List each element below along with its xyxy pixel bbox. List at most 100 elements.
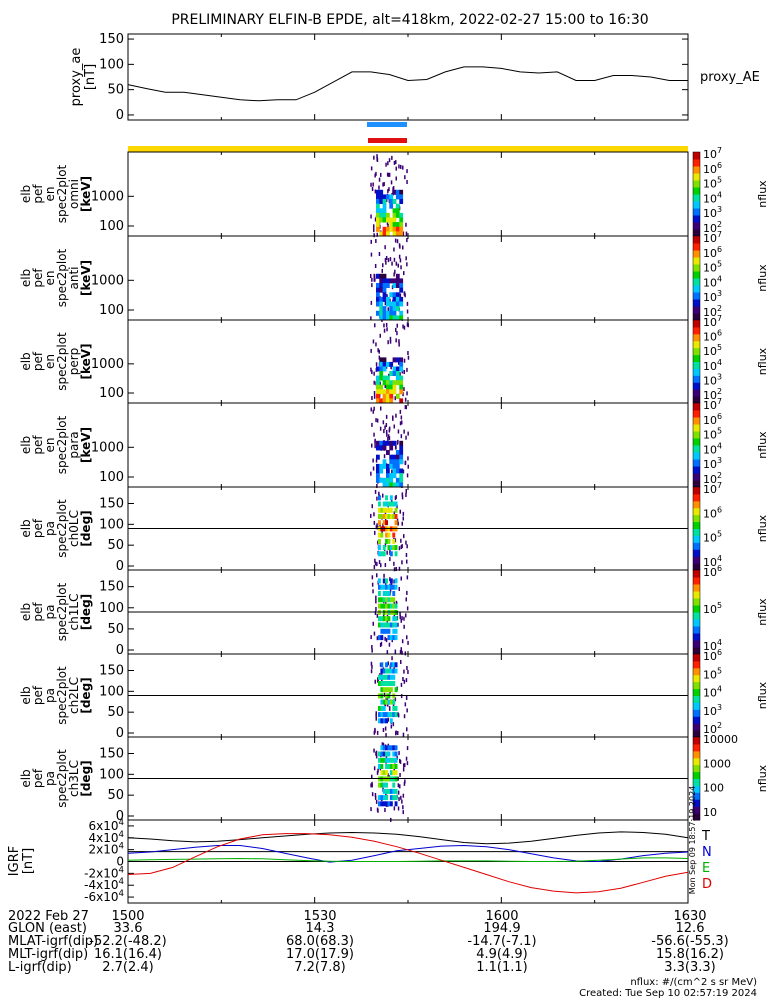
colorbar-cell xyxy=(693,225,700,230)
spec-speck xyxy=(370,348,372,353)
colorbar-cell xyxy=(693,232,700,237)
spec-cell xyxy=(378,712,381,718)
spec-cell xyxy=(382,459,387,465)
spec-cell xyxy=(392,310,397,316)
panel-frame xyxy=(127,319,689,404)
spec-cell xyxy=(392,208,397,214)
colorbar-cell xyxy=(693,678,700,683)
colorbar-cell xyxy=(693,667,700,672)
spec-speck xyxy=(387,661,389,666)
spec-cell xyxy=(379,217,384,223)
spec-speck xyxy=(376,484,378,488)
spec-speck xyxy=(406,727,408,732)
colorbar-cell xyxy=(693,792,700,797)
colorbar-cell xyxy=(693,521,700,526)
colorbar-cell xyxy=(693,525,700,529)
colorbar-cell xyxy=(693,208,700,212)
spec-speck xyxy=(399,759,402,764)
spec-speck xyxy=(399,611,401,616)
spec-speck xyxy=(372,339,375,344)
spec-speck xyxy=(395,166,397,171)
spec-speck xyxy=(406,544,408,549)
spec-cell xyxy=(399,389,404,395)
colorbar-cell xyxy=(693,462,700,467)
spec-cell xyxy=(379,283,384,288)
time-axis-cell: 17.0(17.9) xyxy=(285,947,355,962)
y-tick-label: 0 xyxy=(116,726,124,741)
spec-speck xyxy=(377,348,379,353)
spec-speck xyxy=(393,567,396,572)
colorbar-cell xyxy=(693,469,700,474)
spec-cell xyxy=(395,482,400,488)
spec-cell xyxy=(395,357,400,363)
spec-speck xyxy=(383,454,386,459)
colorbar-cell xyxy=(693,371,700,376)
spec-cell xyxy=(392,278,397,284)
colorbar-cell xyxy=(693,795,700,800)
spec-speck xyxy=(371,370,373,375)
spec-cell xyxy=(376,389,380,395)
spec-speck xyxy=(387,717,390,722)
spec-speck xyxy=(391,498,393,503)
row-label-mlt: MLT-igrf(dip) xyxy=(8,947,89,962)
colorbar-cell xyxy=(693,330,700,335)
spec-cell xyxy=(379,189,384,195)
spec-cell xyxy=(382,622,386,628)
spec-cell xyxy=(379,273,384,279)
spec-speck xyxy=(374,173,376,178)
igrf-line-D xyxy=(127,833,689,894)
spec-cell xyxy=(387,545,391,551)
spec-cell xyxy=(395,450,400,455)
spec-cell xyxy=(389,459,394,465)
spec-cell xyxy=(389,622,393,628)
colorbar-cell xyxy=(693,528,700,533)
spec-speck xyxy=(400,434,403,439)
spec-speck xyxy=(394,538,397,543)
spec-speck xyxy=(406,590,408,595)
y-tick-label: 0 xyxy=(116,809,124,824)
spec-cell xyxy=(386,283,390,288)
spec-cell xyxy=(389,315,394,321)
spec-cell xyxy=(380,699,384,705)
spec-cell xyxy=(385,507,388,513)
colorbar-cell xyxy=(693,497,700,502)
spec-speck xyxy=(389,336,392,341)
spec-cell xyxy=(385,674,388,680)
spec-speck xyxy=(374,795,377,800)
spec-speck xyxy=(384,808,386,812)
spec-cell xyxy=(380,597,384,603)
spec-cell xyxy=(382,273,387,279)
spec-cell xyxy=(382,231,387,237)
spec-speck xyxy=(406,473,409,478)
spec-cell xyxy=(380,782,384,788)
spec-cell xyxy=(386,278,390,284)
igrf-ylabel: IGRF[nT] xyxy=(7,846,36,876)
spec-speck xyxy=(406,322,409,327)
y-tick-label: -2x104 xyxy=(84,865,124,880)
spec-cell xyxy=(385,662,388,668)
spec-speck xyxy=(373,224,375,229)
spec-speck xyxy=(396,331,398,336)
spec-cell xyxy=(378,538,381,544)
colorbar-cell xyxy=(693,740,700,745)
colorbar-cell xyxy=(693,466,700,470)
spec-cell xyxy=(389,440,394,446)
colorbar-cell xyxy=(693,702,700,707)
spec-speck xyxy=(376,573,378,578)
spec-speck xyxy=(373,380,375,385)
spec-cell xyxy=(399,459,404,465)
spec-cell xyxy=(386,440,390,446)
spec-speck xyxy=(407,640,409,645)
spec-cell xyxy=(392,389,397,395)
spec-speck xyxy=(398,254,401,259)
spec-cell xyxy=(376,301,380,307)
colorbar-cell xyxy=(693,733,700,738)
spec-cell xyxy=(386,361,390,367)
y-tick-label: -4x104 xyxy=(84,877,124,892)
spec-speck xyxy=(373,631,376,636)
colorbar-cell xyxy=(693,222,700,226)
spec-cell xyxy=(385,514,388,519)
spec-speck xyxy=(375,595,377,600)
spec-speck xyxy=(394,396,396,401)
